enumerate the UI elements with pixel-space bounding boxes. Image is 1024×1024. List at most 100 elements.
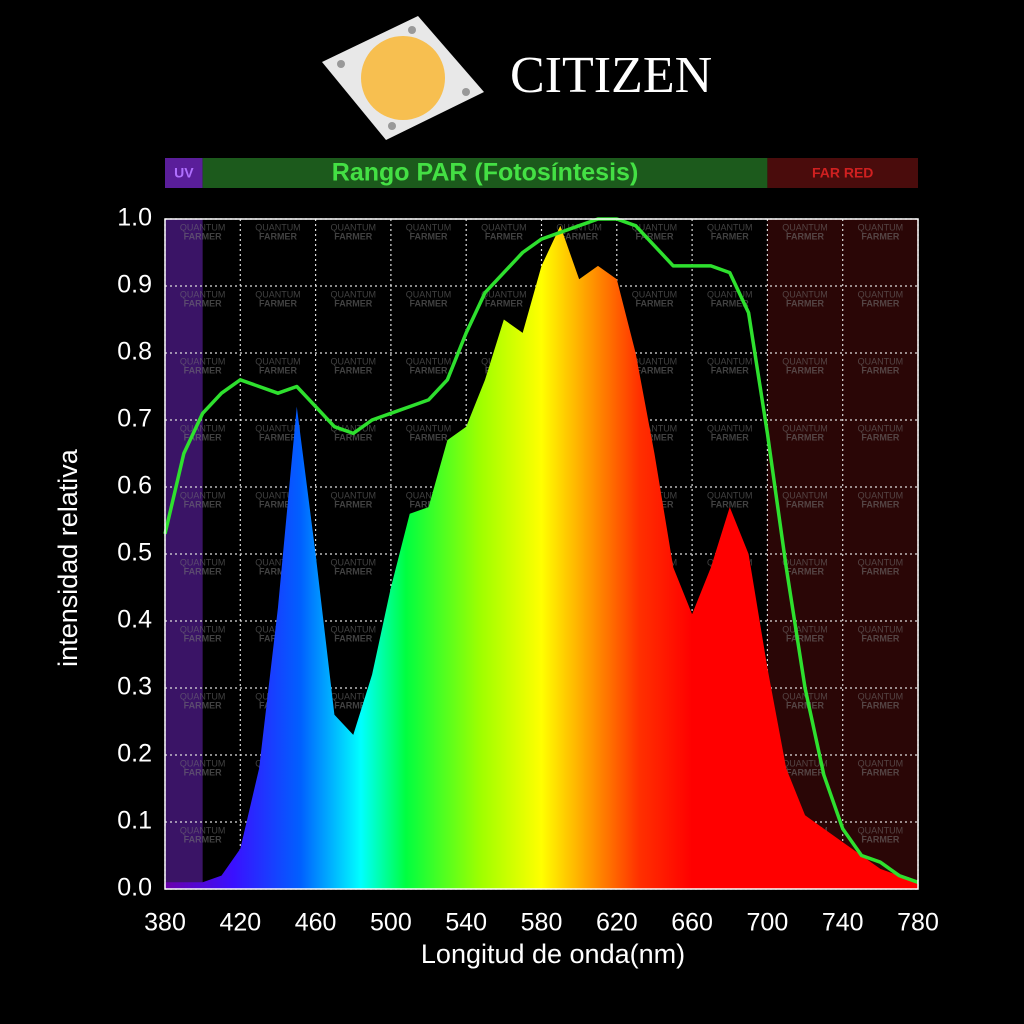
watermark: QUANTUM <box>707 423 753 433</box>
y-tick-label: 0.2 <box>117 740 152 768</box>
watermark: QUANTUM <box>632 289 678 299</box>
watermark: FARMER <box>334 499 373 509</box>
watermark: QUANTUM <box>255 356 301 366</box>
watermark: QUANTUM <box>406 289 452 299</box>
x-tick-label: 380 <box>144 909 186 937</box>
watermark: FARMER <box>334 566 373 576</box>
watermark: FARMER <box>184 633 223 643</box>
logo-text: CITIZEN <box>510 47 712 104</box>
watermark: FARMER <box>184 767 223 777</box>
watermark: FARMER <box>259 365 298 375</box>
watermark: FARMER <box>635 365 674 375</box>
y-tick-label: 0.9 <box>117 271 152 299</box>
x-tick-label: 540 <box>445 909 487 937</box>
watermark: QUANTUM <box>782 557 828 567</box>
x-tick-label: 580 <box>521 909 563 937</box>
watermark: QUANTUM <box>180 624 226 634</box>
watermark: QUANTUM <box>782 222 828 232</box>
x-tick-label: 620 <box>596 909 638 937</box>
watermark: FARMER <box>861 767 900 777</box>
watermark: FARMER <box>861 566 900 576</box>
watermark: QUANTUM <box>707 490 753 500</box>
watermark: FARMER <box>184 499 223 509</box>
x-axis-label: Longitud de onda(nm) <box>421 939 685 969</box>
watermark: QUANTUM <box>481 289 527 299</box>
watermark: FARMER <box>184 566 223 576</box>
watermark: FARMER <box>786 700 825 710</box>
logo-chip <box>322 16 484 140</box>
watermark: FARMER <box>334 633 373 643</box>
y-tick-label: 0.4 <box>117 606 152 634</box>
watermark: FARMER <box>259 566 298 576</box>
watermark: QUANTUM <box>331 490 377 500</box>
y-tick-label: 0.8 <box>117 338 152 366</box>
watermark: QUANTUM <box>782 423 828 433</box>
watermark: QUANTUM <box>255 490 301 500</box>
watermark: QUANTUM <box>180 423 226 433</box>
watermark: QUANTUM <box>406 222 452 232</box>
watermark: FARMER <box>635 298 674 308</box>
watermark: FARMER <box>259 432 298 442</box>
watermark: QUANTUM <box>858 691 904 701</box>
watermark: FARMER <box>786 365 825 375</box>
x-tick-label: 500 <box>370 909 412 937</box>
watermark: FARMER <box>334 231 373 241</box>
watermark: QUANTUM <box>331 557 377 567</box>
watermark: FARMER <box>259 298 298 308</box>
watermark: FARMER <box>786 499 825 509</box>
watermark: QUANTUM <box>331 423 377 433</box>
watermark: FARMER <box>861 633 900 643</box>
y-tick-label: 0.0 <box>117 874 152 902</box>
watermark: FARMER <box>485 231 524 241</box>
watermark: QUANTUM <box>180 222 226 232</box>
watermark: FARMER <box>786 231 825 241</box>
y-tick-label: 0.7 <box>117 405 152 433</box>
x-tick-label: 780 <box>897 909 939 937</box>
watermark: QUANTUM <box>632 423 678 433</box>
watermark: FARMER <box>711 365 750 375</box>
watermark: FARMER <box>861 298 900 308</box>
watermark: FARMER <box>485 298 524 308</box>
watermark: FARMER <box>786 633 825 643</box>
watermark: QUANTUM <box>255 289 301 299</box>
watermark: FARMER <box>410 499 449 509</box>
watermark: FARMER <box>861 432 900 442</box>
watermark: FARMER <box>711 432 750 442</box>
watermark: QUANTUM <box>782 289 828 299</box>
watermark: QUANTUM <box>406 356 452 366</box>
watermark: FARMER <box>334 298 373 308</box>
watermark: QUANTUM <box>180 691 226 701</box>
y-tick-label: 0.1 <box>117 807 152 835</box>
watermark: FARMER <box>259 499 298 509</box>
watermark: FARMER <box>560 231 599 241</box>
watermark: FARMER <box>635 432 674 442</box>
watermark: QUANTUM <box>632 222 678 232</box>
x-tick-label: 420 <box>219 909 261 937</box>
watermark: QUANTUM <box>858 557 904 567</box>
watermark: QUANTUM <box>406 490 452 500</box>
watermark: FARMER <box>786 432 825 442</box>
watermark: QUANTUM <box>331 356 377 366</box>
watermark: FARMER <box>410 298 449 308</box>
watermark: QUANTUM <box>331 222 377 232</box>
watermark: FARMER <box>711 499 750 509</box>
y-axis-label: intensidad relativa <box>53 448 83 667</box>
plot-frame <box>164 218 919 890</box>
watermark: QUANTUM <box>180 758 226 768</box>
watermark: QUANTUM <box>331 691 377 701</box>
x-tick-label: 460 <box>295 909 337 937</box>
watermark: QUANTUM <box>180 825 226 835</box>
watermark: QUANTUM <box>180 289 226 299</box>
watermark: QUANTUM <box>858 758 904 768</box>
y-tick-label: 0.3 <box>117 673 152 701</box>
y-tick-label: 0.6 <box>117 472 152 500</box>
watermark: FARMER <box>861 365 900 375</box>
region-header <box>202 158 768 188</box>
watermark: QUANTUM <box>858 423 904 433</box>
watermark: FARMER <box>861 231 900 241</box>
watermark: QUANTUM <box>782 691 828 701</box>
watermark: FARMER <box>861 499 900 509</box>
watermark: QUANTUM <box>782 758 828 768</box>
